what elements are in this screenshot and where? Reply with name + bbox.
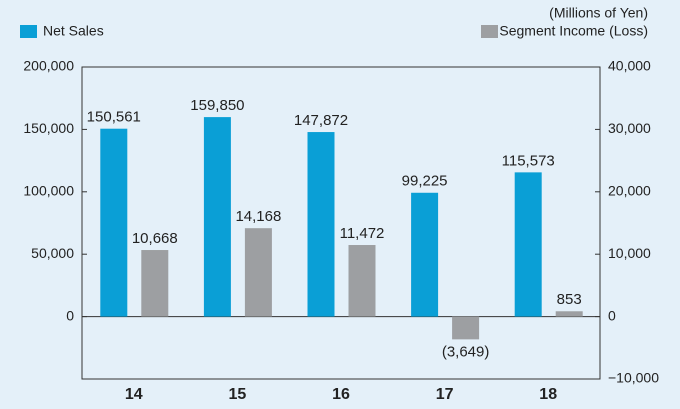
x-tick-label: 16 [332, 386, 350, 403]
value-label: 11,472 [340, 225, 385, 242]
y2-tick-label: 40,000 [608, 58, 651, 74]
x-tick-label: 14 [125, 386, 143, 403]
legend-label: Segment Income (Loss) [499, 23, 648, 39]
bar [307, 132, 335, 317]
legend-swatch [481, 25, 498, 38]
y-tick-label: 150,000 [23, 120, 74, 136]
value-label: 14,168 [235, 208, 281, 225]
bar [348, 245, 376, 317]
y2-tick-label: 10,000 [608, 245, 651, 261]
bar [141, 250, 169, 317]
y2-tick-label: 20,000 [608, 183, 651, 199]
y2-tick-label: 30,000 [608, 120, 651, 136]
value-label: 853 [557, 291, 582, 308]
value-label: (3,649) [442, 343, 490, 360]
bar [514, 172, 542, 317]
value-label: 147,872 [294, 112, 348, 129]
x-tick-label: 17 [436, 386, 454, 403]
plot-frame [81, 66, 601, 380]
y2-tick-label: 0 [608, 307, 616, 323]
bar [244, 228, 272, 317]
y-tick-label: 50,000 [31, 245, 74, 261]
x-tick-label: 18 [539, 386, 557, 403]
bar [100, 128, 128, 317]
value-label: 115,573 [502, 152, 555, 169]
y-tick-label: 100,000 [23, 183, 74, 199]
y2-tick-label: −10,000 [608, 370, 659, 386]
bar [555, 311, 583, 317]
bar [203, 117, 231, 317]
bar [411, 192, 439, 317]
value-label: 159,850 [190, 97, 244, 114]
bar [452, 316, 480, 340]
y-tick-label: 200,000 [23, 58, 74, 74]
value-label: 99,225 [402, 173, 448, 190]
x-tick-label: 15 [229, 386, 247, 403]
legend-label: Net Sales [43, 23, 104, 39]
y-tick-label: 0 [66, 307, 74, 323]
value-label: 150,561 [87, 109, 141, 126]
value-label: 10,668 [132, 230, 178, 247]
unit-annotation: (Millions of Yen) [549, 5, 648, 21]
legend-swatch [20, 25, 37, 38]
